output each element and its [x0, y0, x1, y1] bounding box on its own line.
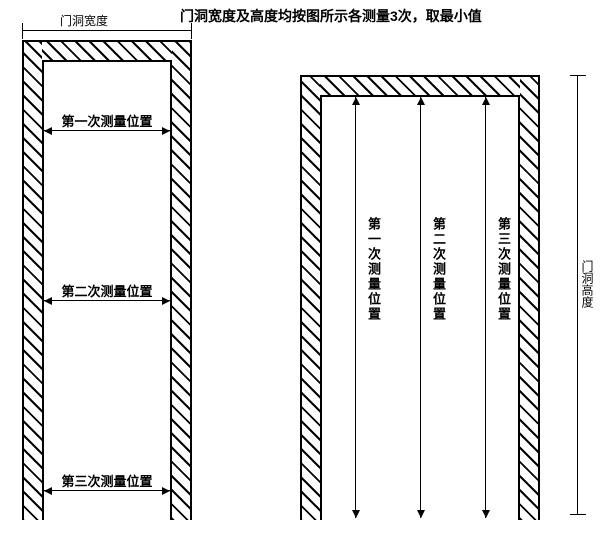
width-measurement-line: 第三次测量位置 — [44, 490, 170, 491]
measurement-label: 第一次测量位置 — [44, 111, 170, 130]
diagram-caption: 门洞宽度及高度均按图所示各测量3次，取最小值 — [180, 6, 482, 26]
measurement-label: 第二次测量位置 — [44, 281, 170, 300]
height-measurement-line: 第一次测量位置 — [355, 97, 356, 518]
measurement-label: 第一次测量位置 — [364, 217, 383, 322]
width-dimension-label: 门洞宽度 — [60, 12, 108, 29]
door-opening-width-diagram: 第一次测量位置 第二次测量位置 第三次测量位置 — [22, 40, 192, 520]
arrow-up-icon — [352, 97, 360, 105]
measurement-label: 第三次测量位置 — [44, 471, 170, 490]
height-dimension-label: 门洞高度 — [579, 260, 596, 308]
arrow-up-icon — [482, 97, 490, 105]
height-dimension-line — [577, 75, 578, 515]
arrow-down-icon — [352, 510, 360, 518]
height-measurement-line: 第二次测量位置 — [420, 97, 421, 518]
measurement-label: 第二次测量位置 — [429, 217, 448, 322]
arrow-up-icon — [417, 97, 425, 105]
width-dimension-line — [22, 30, 192, 31]
door-opening-height-diagram: 第一次测量位置 第二次测量位置 第三次测量位置 — [300, 75, 540, 520]
arrow-down-icon — [482, 510, 490, 518]
measurement-label: 第三次测量位置 — [494, 217, 513, 322]
width-measurement-line: 第一次测量位置 — [44, 130, 170, 131]
height-measurement-line: 第三次测量位置 — [485, 97, 486, 518]
arrow-down-icon — [417, 510, 425, 518]
width-measurement-line: 第二次测量位置 — [44, 300, 170, 301]
